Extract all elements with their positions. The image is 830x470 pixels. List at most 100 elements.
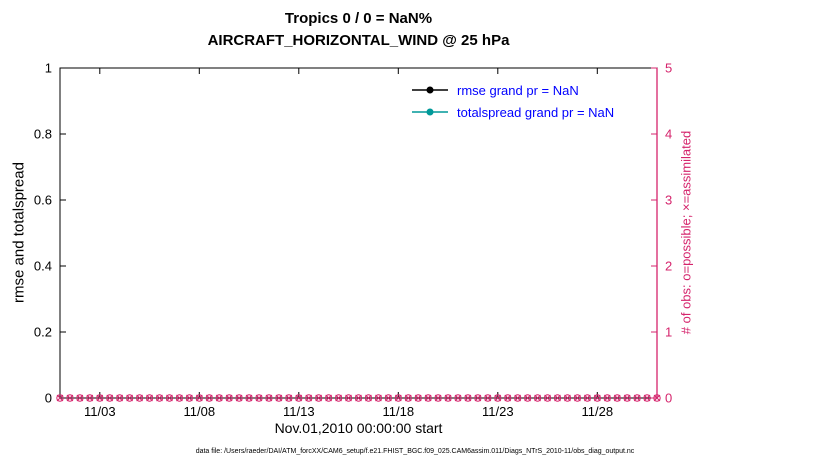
assimilated-obs-marker-icon [524,394,532,402]
legend-swatch-totalspread [412,108,448,116]
assimilated-obs-marker-icon [56,394,64,402]
left-tick-label: 0.8 [34,127,52,142]
possible-obs-marker-icon [613,394,621,402]
possible-obs-marker-icon [464,394,472,402]
x-tick-label: 11/13 [283,404,315,419]
legend-label-totalspread: totalspread grand pr = NaN [457,104,615,120]
possible-obs-marker-icon [364,394,373,402]
assimilated-obs-marker-icon [66,394,74,402]
assimilated-obs-marker-icon [484,394,492,402]
possible-obs-marker-icon [583,394,592,402]
assimilated-obs-marker-icon [444,394,452,402]
possible-obs-marker-icon [86,394,94,402]
x-tick-label: 11/08 [184,404,216,419]
assimilated-obs-marker-icon [623,394,631,402]
right-axis-label: # of obs: o=possible; ×=assimilated [678,130,694,335]
possible-obs-marker-icon [96,394,104,402]
possible-obs-marker-icon [454,394,462,402]
assimilated-obs-marker-icon [613,394,621,402]
assimilated-obs-markers [56,394,661,402]
legend-dot-icon [426,108,434,116]
assimilated-obs-marker-icon [574,394,581,402]
assimilated-obs-marker-icon [325,394,333,402]
assimilated-obs-marker-icon [335,394,342,402]
legend-swatch-rmse [412,86,448,94]
possible-obs-marker-icon [354,394,363,402]
possible-obs-marker-icon [593,394,601,402]
possible-obs-marker-icon [563,394,572,402]
right-tick-label: 3 [665,193,672,208]
assimilated-obs-marker-icon [404,394,412,402]
assimilated-obs-marker-icon [215,394,223,402]
assimilated-obs-marker-icon [185,394,193,402]
possible-obs-marker-icon [553,394,562,402]
assimilated-obs-marker-icon [156,394,163,402]
x-tick-label: 11/23 [482,404,514,419]
assimilated-obs-marker-icon [534,394,541,402]
possible-obs-marker-icon [633,394,641,402]
possible-obs-marker-icon [195,394,204,402]
x-axis-label: Nov.01,2010 00:00:00 start [274,420,443,436]
assimilated-obs-marker-icon [235,394,243,402]
assimilated-obs-marker-icon [195,394,203,402]
assimilated-obs-marker-icon [633,394,641,402]
assimilated-obs-marker-icon [394,394,402,402]
possible-obs-marker-icon [533,394,542,402]
assimilated-obs-marker-icon [76,394,84,402]
possible-obs-marker-icon [404,394,412,402]
assimilated-obs-marker-icon [653,394,661,402]
assimilated-obs-marker-icon [424,394,432,402]
assimilated-obs-marker-icon [126,394,134,402]
assimilated-obs-marker-icon [593,394,601,402]
assimilated-obs-marker-icon [554,394,561,402]
possible-obs-marker-icon [603,394,611,402]
assimilated-obs-marker-icon [265,394,273,402]
possible-obs-markers [56,394,661,402]
possible-obs-marker-icon [215,394,223,402]
data-file-caption: data file: /Users/raeder/DAI/ATM_forcXX/… [195,448,635,455]
possible-obs-marker-icon [125,394,134,402]
possible-obs-marker-icon [643,394,651,402]
possible-obs-marker-icon [255,394,263,402]
possible-obs-marker-icon [623,394,631,402]
possible-obs-marker-icon [474,394,482,402]
possible-obs-marker-icon [275,394,283,402]
assimilated-obs-marker-icon [245,394,253,402]
possible-obs-marker-icon [235,394,243,402]
possible-obs-marker-icon [414,394,422,402]
assimilated-obs-marker-icon [225,394,233,402]
possible-obs-marker-icon [543,394,552,402]
assimilated-obs-marker-icon [434,394,442,402]
possible-obs-marker-icon [265,394,273,402]
possible-obs-marker-icon [394,394,402,402]
legend-dot-icon [426,86,434,94]
legend: rmse grand pr = NaN totalspread grand pr… [412,79,614,123]
assimilated-obs-marker-icon [106,394,114,402]
assimilated-obs-marker-icon [355,394,362,402]
possible-obs-marker-icon [116,394,124,402]
possible-obs-marker-icon [444,394,452,402]
assimilated-obs-marker-icon [176,394,183,402]
assimilated-obs-marker-icon [375,394,382,402]
left-axis-label: rmse and totalspread [10,162,28,303]
plot-title-line2: AIRCRAFT_HORIZONTAL_WIND @ 25 hPa [207,32,510,49]
assimilated-obs-marker-icon [414,394,422,402]
left-tick-label: 0.4 [34,259,52,274]
assimilated-obs-marker-icon [544,394,551,402]
assimilated-obs-marker-icon [275,394,283,402]
assimilated-obs-marker-icon [166,394,173,402]
possible-obs-marker-icon [344,394,353,402]
assimilated-obs-marker-icon [643,394,651,402]
possible-obs-marker-icon [285,394,293,402]
assimilated-obs-marker-icon [255,394,263,402]
left-tick-label: 0.6 [34,193,52,208]
assimilated-obs-marker-icon [384,394,392,402]
assimilated-obs-marker-icon [583,394,591,402]
assimilated-obs-marker-icon [454,394,462,402]
possible-obs-marker-icon [106,394,114,402]
legend-label-rmse: rmse grand pr = NaN [457,82,579,98]
left-tick-label: 1 [45,61,52,76]
possible-obs-marker-icon [494,394,502,402]
legend-item-rmse: rmse grand pr = NaN [412,79,614,101]
